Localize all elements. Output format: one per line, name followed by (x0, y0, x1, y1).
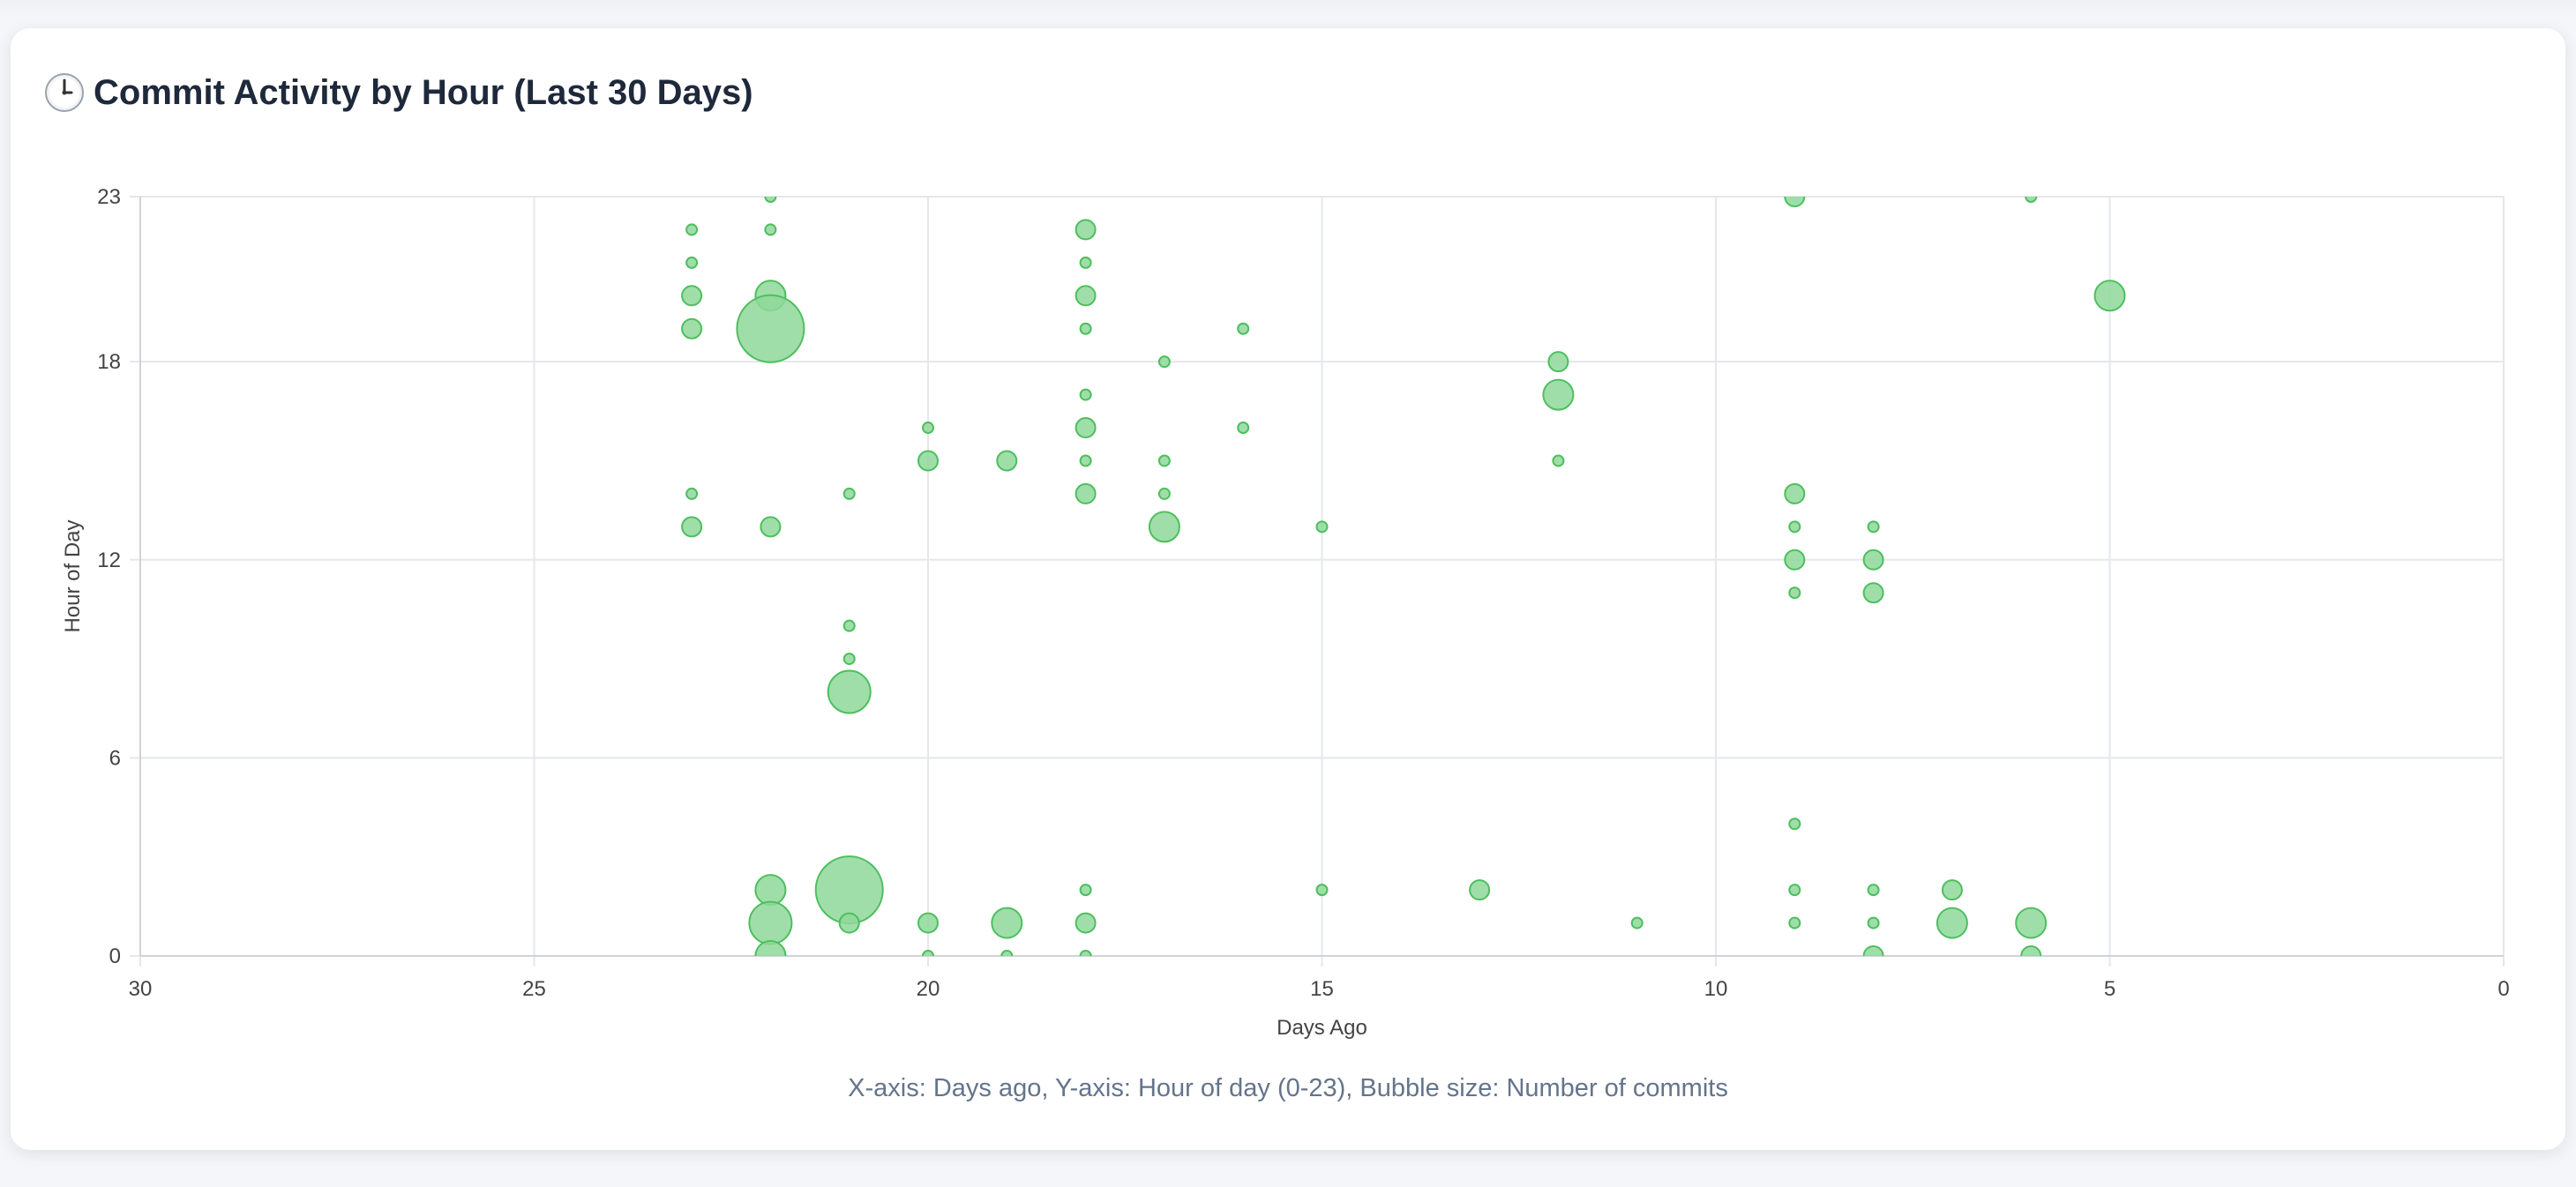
bubble-point[interactable] (1075, 285, 1097, 307)
bubble-point[interactable] (685, 223, 699, 236)
bubble-point[interactable] (1075, 417, 1097, 439)
bubble-point[interactable] (1469, 879, 1491, 901)
bubble-point[interactable] (2020, 945, 2042, 966)
bubble-point[interactable] (1075, 482, 1097, 504)
page-top-band (0, 0, 2576, 18)
y-axis-title: Hour of Day (61, 519, 85, 632)
bubble-point[interactable] (685, 487, 699, 500)
bubble-point[interactable] (842, 487, 856, 500)
bubble-point[interactable] (1315, 884, 1329, 897)
bubble-point[interactable] (681, 317, 703, 340)
bubble-point[interactable] (838, 912, 860, 934)
bubble-point[interactable] (1788, 520, 1801, 534)
bubble-point[interactable] (681, 285, 703, 307)
bubble-point[interactable] (1000, 950, 1014, 961)
bubble-point[interactable] (748, 900, 793, 945)
bubble-point[interactable] (1867, 520, 1880, 534)
bubble-point[interactable] (917, 912, 939, 934)
y-tick-label: 0 (109, 944, 121, 968)
bubble-point[interactable] (681, 516, 703, 538)
bubble-point[interactable] (1315, 520, 1329, 534)
bubble-point[interactable] (1784, 549, 1806, 571)
bubble-point[interactable] (1862, 549, 1884, 571)
bubble-point[interactable] (1079, 322, 1092, 335)
bubble-point[interactable] (1148, 511, 1180, 543)
bubble-point[interactable] (1079, 454, 1092, 467)
x-tick-label: 5 (2104, 977, 2115, 1001)
bubble-point[interactable] (1079, 256, 1092, 269)
bubble-point[interactable] (1552, 454, 1565, 467)
bubble-point[interactable] (1237, 422, 1250, 435)
bubble-point[interactable] (2025, 191, 2038, 203)
x-tick-label: 25 (522, 977, 546, 1001)
bubble-point[interactable] (1784, 187, 1806, 207)
bubble-point[interactable] (922, 950, 934, 961)
bubble-series (681, 187, 2126, 971)
clock-icon (44, 72, 85, 113)
bubble-point[interactable] (1788, 884, 1801, 897)
bubble-point[interactable] (1079, 884, 1092, 897)
chart-card (11, 28, 2565, 1150)
bubble-point[interactable] (754, 940, 787, 971)
bubble-point[interactable] (685, 256, 699, 269)
bubble-point[interactable] (1630, 916, 1644, 929)
bubble-point[interactable] (842, 619, 856, 632)
y-tick-label: 23 (97, 185, 121, 209)
bubble-point[interactable] (1867, 884, 1880, 897)
bubble-point[interactable] (2093, 280, 2126, 312)
bubble-point[interactable] (1547, 351, 1569, 373)
bubble-point[interactable] (764, 191, 777, 203)
bubble-point[interactable] (1936, 907, 1968, 939)
bubble-point[interactable] (764, 223, 777, 236)
bubble-point[interactable] (736, 294, 805, 363)
x-tick-label: 15 (1310, 977, 1334, 1001)
bubble-point[interactable] (827, 669, 872, 714)
bubble-point[interactable] (1079, 388, 1092, 401)
bubble-point[interactable] (754, 874, 787, 907)
bubble-point[interactable] (1075, 912, 1097, 934)
card-title-text: Commit Activity by Hour (Last 30 Days) (94, 72, 753, 112)
bubble-point[interactable] (1788, 586, 1801, 600)
bubble-point[interactable] (1157, 355, 1171, 369)
bubble-point[interactable] (1157, 454, 1171, 467)
card-title: Commit Activity by Hour (Last 30 Days) (44, 72, 753, 113)
y-tick-label: 18 (97, 350, 121, 374)
bubble-point[interactable] (1941, 879, 1963, 901)
y-tick-label: 6 (109, 746, 121, 770)
bubble-point[interactable] (1788, 817, 1801, 831)
bubble-point[interactable] (1867, 916, 1880, 929)
bubble-point[interactable] (1079, 950, 1092, 961)
bubble-point[interactable] (1862, 945, 1884, 966)
bubble-point[interactable] (991, 907, 1023, 939)
bubble-point[interactable] (1788, 916, 1801, 929)
bubble-point[interactable] (1542, 378, 1575, 411)
chart-footnote: X-axis: Days ago, Y-axis: Hour of day (0… (848, 1074, 1728, 1102)
bubble-point[interactable] (1784, 482, 1806, 504)
y-tick-label: 12 (97, 549, 121, 572)
bubble-point[interactable] (1075, 219, 1097, 241)
bubble-point[interactable] (1237, 322, 1250, 335)
bubble-point[interactable] (917, 450, 939, 472)
x-axis-title: Days Ago (1277, 1016, 1367, 1040)
x-tick-label: 0 (2497, 977, 2509, 1001)
x-tick-label: 10 (1704, 977, 1728, 1001)
x-tick-label: 20 (917, 977, 940, 1001)
bubble-point[interactable] (760, 516, 782, 538)
bubble-point[interactable] (922, 422, 934, 435)
x-tick-label: 30 (129, 977, 153, 1001)
bubble-point[interactable] (842, 653, 856, 666)
bubble-point[interactable] (2015, 907, 2048, 939)
bubble-point[interactable] (1862, 582, 1884, 604)
bubble-point[interactable] (996, 450, 1018, 472)
bubble-point[interactable] (1157, 487, 1171, 500)
